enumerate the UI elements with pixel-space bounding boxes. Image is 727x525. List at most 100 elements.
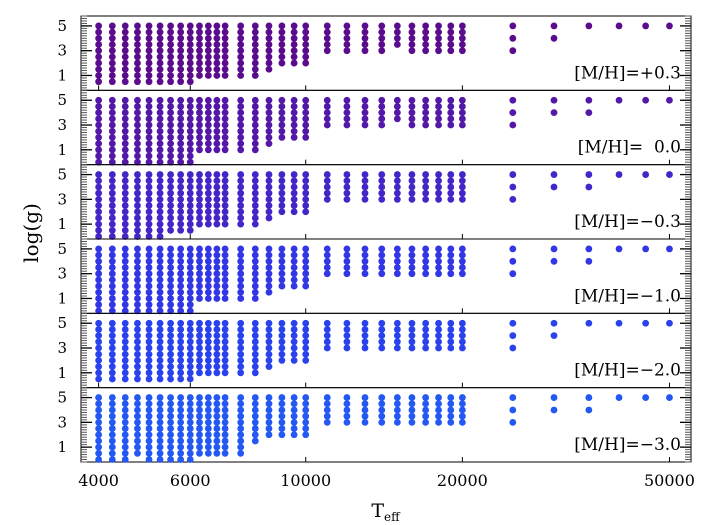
data-point bbox=[145, 443, 153, 451]
data-point bbox=[237, 202, 245, 209]
data-point bbox=[121, 109, 129, 117]
data-point bbox=[251, 350, 259, 358]
data-point bbox=[265, 22, 273, 30]
data-point bbox=[435, 47, 442, 55]
data-point bbox=[221, 103, 229, 110]
data-point bbox=[265, 245, 273, 253]
data-point bbox=[213, 251, 221, 259]
data-point bbox=[221, 257, 229, 265]
data-point bbox=[95, 96, 103, 104]
data-point bbox=[237, 350, 245, 358]
data-point bbox=[204, 257, 212, 265]
data-point bbox=[302, 34, 310, 42]
data-point bbox=[221, 134, 229, 141]
data-point bbox=[108, 288, 116, 296]
data-point bbox=[196, 264, 203, 271]
data-point bbox=[265, 171, 273, 178]
data-point bbox=[167, 443, 174, 451]
data-point bbox=[550, 96, 558, 104]
data-point bbox=[156, 146, 164, 154]
data-point bbox=[408, 171, 416, 178]
data-point bbox=[509, 96, 517, 104]
data-point bbox=[156, 195, 164, 203]
data-point bbox=[204, 146, 212, 154]
data-point bbox=[145, 412, 153, 420]
data-point bbox=[265, 319, 273, 327]
data-point bbox=[278, 109, 286, 117]
data-point bbox=[408, 22, 416, 30]
data-point bbox=[393, 264, 401, 271]
data-point bbox=[204, 394, 212, 401]
data-point bbox=[251, 418, 259, 426]
data-point bbox=[167, 220, 174, 228]
data-point bbox=[447, 22, 455, 30]
data-point bbox=[265, 282, 273, 290]
data-point bbox=[265, 251, 273, 259]
data-point bbox=[196, 363, 203, 371]
panel-5: 1 3 5 [M/H]=−2.0 bbox=[57, 312, 692, 389]
data-point bbox=[265, 121, 273, 129]
data-point bbox=[177, 270, 185, 278]
data-point bbox=[167, 449, 174, 457]
data-point bbox=[134, 177, 141, 185]
data-point bbox=[186, 220, 194, 228]
data-point bbox=[435, 96, 442, 104]
data-point bbox=[221, 425, 229, 432]
data-point bbox=[458, 418, 466, 426]
data-point bbox=[221, 195, 229, 203]
data-point bbox=[458, 400, 466, 408]
data-point bbox=[186, 251, 194, 259]
data-point bbox=[167, 394, 174, 401]
data-point bbox=[134, 140, 141, 148]
data-point bbox=[196, 41, 203, 48]
data-point bbox=[408, 412, 416, 420]
data-point bbox=[145, 220, 153, 228]
data-point bbox=[145, 34, 153, 42]
data-point bbox=[251, 121, 259, 129]
data-point bbox=[378, 34, 386, 42]
data-point bbox=[145, 53, 153, 61]
data-point bbox=[196, 282, 203, 290]
data-point bbox=[186, 301, 194, 309]
data-point bbox=[204, 350, 212, 358]
data-point bbox=[393, 332, 401, 340]
panel-2: 1 3 5 [M/H]= 0.0 bbox=[57, 89, 692, 166]
data-point bbox=[196, 171, 203, 178]
data-point bbox=[237, 115, 245, 123]
data-point bbox=[95, 189, 103, 197]
data-point bbox=[343, 319, 351, 327]
data-point bbox=[121, 363, 129, 371]
data-point bbox=[323, 264, 331, 271]
data-point bbox=[108, 177, 116, 185]
data-point bbox=[156, 295, 164, 302]
data-point bbox=[237, 288, 245, 296]
data-point bbox=[95, 369, 103, 377]
data-point bbox=[177, 257, 185, 265]
data-point bbox=[186, 72, 194, 79]
data-point bbox=[615, 394, 623, 401]
data-point bbox=[666, 171, 673, 178]
data-point bbox=[343, 189, 351, 197]
data-point bbox=[251, 96, 259, 104]
y-tick-label: 1 bbox=[57, 289, 67, 307]
data-point bbox=[585, 245, 593, 253]
data-point bbox=[177, 41, 185, 48]
data-point bbox=[121, 134, 129, 141]
data-point bbox=[343, 195, 351, 203]
data-point bbox=[290, 319, 298, 327]
data-point bbox=[361, 47, 369, 55]
data-point bbox=[204, 319, 212, 327]
data-point bbox=[177, 394, 185, 401]
data-point bbox=[221, 295, 229, 302]
data-point bbox=[302, 134, 310, 141]
data-point bbox=[196, 28, 203, 36]
data-point bbox=[237, 369, 245, 377]
data-point bbox=[156, 394, 164, 401]
data-point bbox=[204, 437, 212, 445]
data-point bbox=[156, 400, 164, 408]
data-point bbox=[177, 59, 185, 67]
data-point bbox=[422, 332, 430, 340]
data-point bbox=[278, 282, 286, 290]
data-point bbox=[393, 22, 401, 30]
data-point bbox=[121, 78, 129, 86]
